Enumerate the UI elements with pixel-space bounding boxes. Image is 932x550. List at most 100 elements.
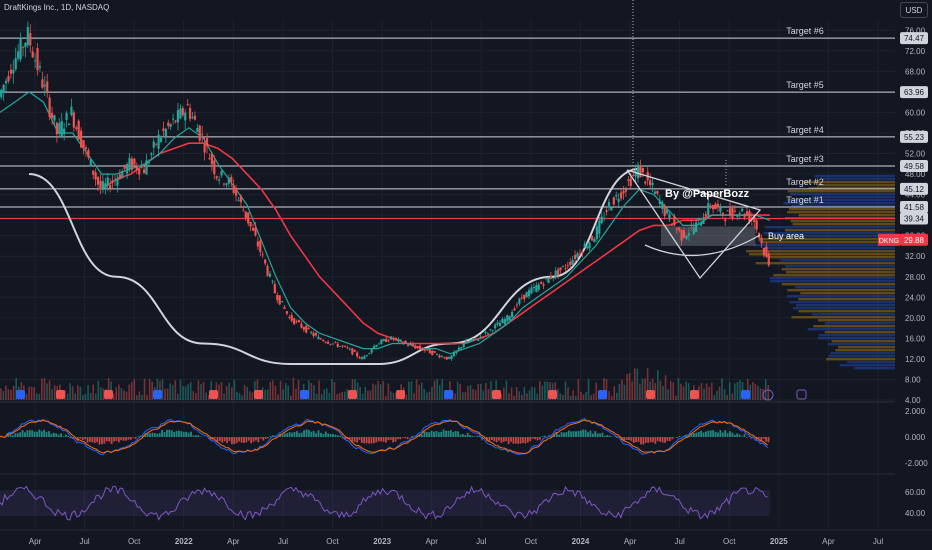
candle-body xyxy=(578,253,582,255)
candle-body xyxy=(227,177,230,184)
macd-histogram-bar xyxy=(192,435,195,437)
time-tick-label: Oct xyxy=(128,537,141,546)
candle-body xyxy=(590,236,594,241)
macd-histogram-bar xyxy=(363,437,366,444)
volume-bar xyxy=(143,378,146,400)
macd-histogram-bar xyxy=(445,430,447,437)
macd-histogram-bar xyxy=(312,431,315,437)
candle-body xyxy=(612,197,615,205)
volume-profile-bar xyxy=(853,367,895,370)
volume-profile-bar xyxy=(798,214,895,217)
currency-button[interactable]: USD xyxy=(900,2,928,18)
candle-body xyxy=(53,115,56,121)
earnings-badge[interactable] xyxy=(300,390,309,399)
earnings-badge[interactable] xyxy=(444,390,453,399)
macd-histogram-bar xyxy=(656,437,659,441)
candle-body xyxy=(569,261,572,265)
volume-profile-bar xyxy=(786,211,895,214)
macd-histogram-bar xyxy=(558,434,561,437)
macd-histogram-bar xyxy=(423,431,426,437)
candle-body xyxy=(375,344,378,347)
candle-body xyxy=(743,213,746,218)
macd-histogram-bar xyxy=(733,434,736,437)
volume-profile-bar xyxy=(831,340,895,343)
macd-histogram-bar xyxy=(640,437,642,445)
volume-bar xyxy=(592,393,595,400)
macd-histogram-bar xyxy=(86,437,89,443)
macd-histogram-bar xyxy=(19,432,22,437)
candle-body xyxy=(251,227,255,231)
earnings-badge[interactable] xyxy=(348,390,357,399)
macd-histogram-bar xyxy=(726,433,729,437)
macd-histogram-bar xyxy=(526,437,529,443)
earnings-badge[interactable] xyxy=(492,390,501,399)
candle-body xyxy=(116,178,119,186)
volume-profile-bar xyxy=(830,352,895,355)
dividend-badge[interactable] xyxy=(762,389,774,401)
candle-body xyxy=(489,329,492,331)
support-price-tag xyxy=(900,212,928,225)
earnings-badge[interactable] xyxy=(741,390,750,399)
target-price-tag-label: 41.58 xyxy=(904,203,925,212)
volume-profile-bar xyxy=(785,271,895,274)
volume-bar xyxy=(251,392,254,400)
macd-signal-line xyxy=(0,419,768,455)
candle-body xyxy=(370,349,373,353)
earnings-badge[interactable] xyxy=(690,390,699,399)
candle-body xyxy=(48,97,51,117)
macd-histogram-bar xyxy=(358,437,361,440)
volume-bar xyxy=(12,385,15,400)
macd-histogram-bar xyxy=(738,434,741,437)
macd-histogram-bar xyxy=(127,437,130,440)
macd-histogram-bar xyxy=(303,430,305,437)
volume-bar xyxy=(667,389,669,400)
earnings-badge[interactable] xyxy=(598,390,607,399)
earnings-badge[interactable] xyxy=(56,390,65,399)
candle-body xyxy=(440,356,444,357)
macd-histogram-bar xyxy=(495,437,498,443)
macd-histogram-bar xyxy=(709,430,712,437)
macd-histogram-bar xyxy=(281,434,284,437)
volume-bar xyxy=(174,380,177,400)
candle-body xyxy=(21,47,25,49)
volume-profile-bar xyxy=(839,364,895,367)
macd-histogram-bar xyxy=(519,437,522,444)
earnings-badge[interactable] xyxy=(153,390,162,399)
candle-body xyxy=(188,107,192,119)
candle-body xyxy=(670,224,674,226)
volume-bar xyxy=(15,378,17,400)
candle-body xyxy=(210,153,213,165)
candle-body xyxy=(709,205,712,208)
candle-body xyxy=(70,106,73,116)
candle-body xyxy=(452,352,456,357)
candle-body xyxy=(503,319,506,325)
macd-histogram-bar xyxy=(397,437,399,440)
candle-body xyxy=(736,216,739,218)
earnings-badge[interactable] xyxy=(548,390,557,399)
macd-histogram-bar xyxy=(269,436,272,437)
earnings-badge[interactable] xyxy=(396,390,405,399)
candle-body xyxy=(702,218,705,225)
volume-bar xyxy=(284,383,287,400)
upcoming-earnings-badge[interactable] xyxy=(796,389,807,400)
candle-body xyxy=(486,332,490,334)
volume-bar xyxy=(136,395,138,400)
candle-body xyxy=(607,201,611,208)
slow-moving-average xyxy=(101,142,770,345)
candle-body xyxy=(276,294,279,301)
volume-bar xyxy=(590,395,592,400)
candle-body xyxy=(685,235,688,239)
target-price-tags: 74.47 63.96 55.23 49.58 45.12 41.58 39.34 DKNG 2… xyxy=(878,32,928,246)
earnings-badge[interactable] xyxy=(104,390,113,399)
macd-histogram-bar xyxy=(243,437,245,443)
volume-profile-bar xyxy=(769,277,895,280)
macd-histogram-bar xyxy=(512,437,515,444)
volume-bar xyxy=(508,393,510,400)
earnings-badge[interactable] xyxy=(209,390,218,399)
earnings-badge[interactable] xyxy=(16,390,25,399)
earnings-badge[interactable] xyxy=(646,390,655,399)
macd-histogram-bar xyxy=(517,437,520,444)
earnings-badge[interactable] xyxy=(254,390,263,399)
candle-body xyxy=(232,184,235,193)
